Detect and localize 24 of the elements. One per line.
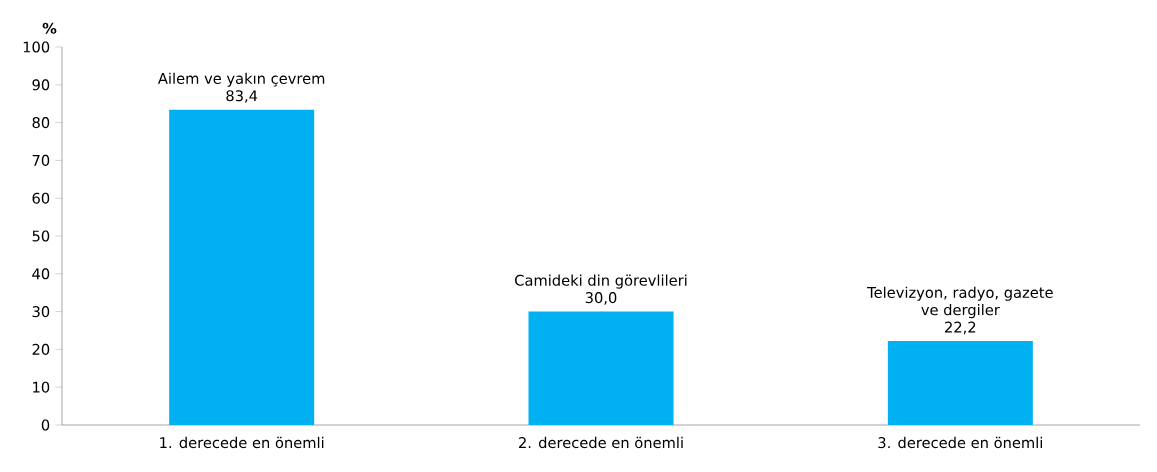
y-tick-label: 10	[33, 381, 50, 393]
y-tick-label: 70	[32, 154, 50, 166]
bar	[887, 341, 1033, 425]
annotation: Camideki din görevlileri	[515, 274, 687, 289]
x-tick-label: 2. derecede en önemli	[519, 436, 683, 449]
x-tick-label: 3. derecede en önemli	[878, 436, 1042, 449]
y-tick-label: 90	[32, 79, 50, 91]
annotation: Televizyon, radyo, gazete ve dergiler	[867, 286, 1053, 319]
y-tick-label: 60	[32, 192, 50, 204]
data-label: 30,0	[585, 292, 617, 305]
y-tick-label: 0	[41, 419, 50, 431]
bar	[528, 311, 674, 425]
bar	[169, 109, 315, 425]
y-tick-label: 20	[32, 343, 50, 355]
data-label: 83,4	[226, 90, 258, 103]
y-tick-label: 50	[32, 230, 50, 242]
data-label: 22,2	[945, 321, 976, 335]
annotation: Ailem ve yakın çevrem	[158, 72, 325, 87]
y-tick-label: 30	[32, 306, 50, 318]
x-tick-label: 1. derecede en önemli	[160, 436, 324, 449]
y-tick-label: 100	[23, 41, 50, 53]
y-tick-label: 80	[32, 117, 50, 129]
y-axis-title: %	[42, 22, 57, 34]
y-tick-label: 40	[32, 268, 50, 280]
